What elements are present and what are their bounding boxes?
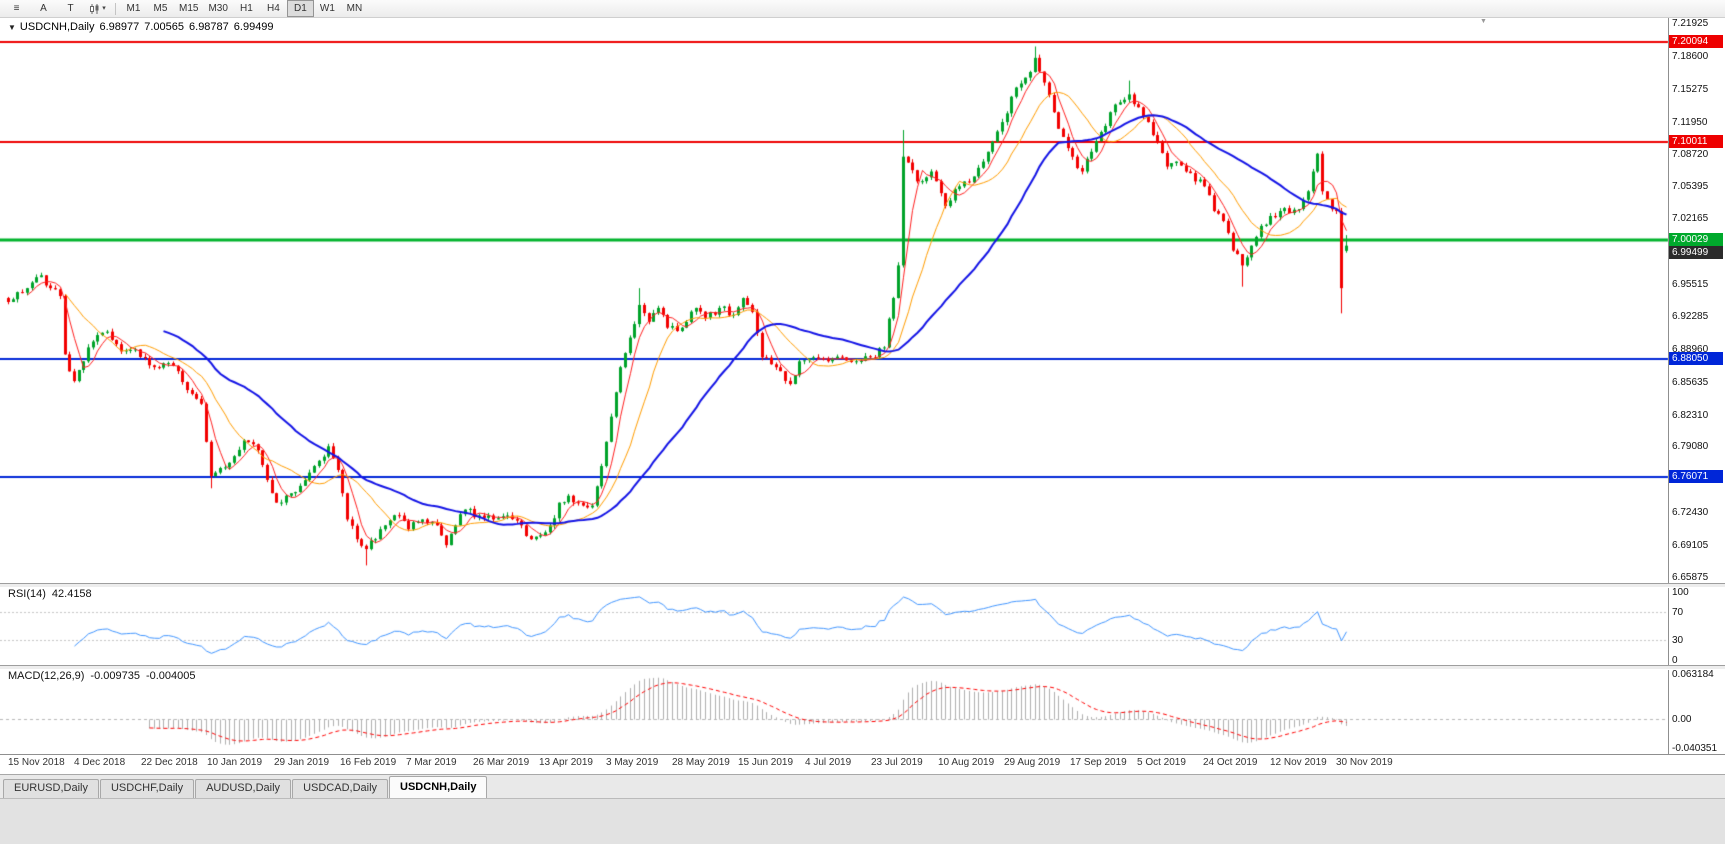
date-label: 30 Nov 2019: [1336, 757, 1393, 768]
date-label: 26 Mar 2019: [473, 757, 530, 768]
timeframe-h1[interactable]: H1: [240, 3, 253, 14]
price-axis-label: 6.88960: [1672, 344, 1709, 355]
date-label: 12 Nov 2019: [1270, 757, 1327, 768]
timeframe-h4[interactable]: H4: [267, 3, 280, 14]
text-tool-button[interactable]: T: [67, 3, 74, 14]
date-label: 24 Oct 2019: [1203, 757, 1258, 768]
timeframe-d1[interactable]: D1: [286, 0, 314, 17]
timeframe-m30[interactable]: M30: [208, 3, 228, 14]
tab-usdchf-daily[interactable]: USDCHF,Daily: [99, 779, 195, 798]
price-axis-label: 7.21925: [1672, 18, 1709, 29]
date-label: 5 Oct 2019: [1137, 757, 1186, 768]
rsi-label: RSI(14) 42.4158: [8, 588, 98, 600]
price-axis-label: 7.08720: [1672, 149, 1709, 160]
rsi-level-label: 0: [1672, 655, 1678, 666]
macd-label: MACD(12,26,9) -0.009735 -0.004005: [8, 670, 202, 682]
macd-panel-separator[interactable]: [0, 665, 1725, 670]
price-axis-label: 6.69105: [1672, 540, 1709, 551]
tab-eurusd-daily[interactable]: EURUSD,Daily: [3, 779, 99, 798]
date-label: 29 Aug 2019: [1004, 757, 1061, 768]
timeframe-m5[interactable]: M5: [153, 3, 168, 14]
date-axis-border: [0, 754, 1725, 755]
price-axis-label: 7.18600: [1672, 51, 1709, 62]
macd-name: MACD(12,26,9): [8, 670, 85, 682]
timeframe-w1[interactable]: W1: [319, 3, 335, 14]
date-label: 15 Jun 2019: [738, 757, 794, 768]
price-axis-label: 6.65875: [1672, 572, 1709, 583]
price-axis-label: 7.05395: [1672, 181, 1709, 192]
price-axis-label: 6.72430: [1672, 507, 1709, 518]
price-tag: 6.76071: [1669, 470, 1723, 483]
tab-usdcad-daily[interactable]: USDCAD,Daily: [292, 779, 389, 798]
rsi-level-label: 70: [1672, 607, 1684, 618]
price-tag: 6.88050: [1669, 352, 1723, 365]
chart-shift-marker-icon[interactable]: ▼: [1480, 18, 1487, 25]
date-label: 28 May 2019: [672, 757, 730, 768]
date-label: 3 May 2019: [606, 757, 659, 768]
ohlc-low: 6.98787: [189, 21, 229, 33]
date-label: 15 Nov 2018: [8, 757, 65, 768]
toolbar: ≡ A T ▾ M1 M5 M15 M30 H1 H4 D1 W1 MN: [0, 0, 1725, 18]
price-tag: 7.10011: [1669, 135, 1723, 148]
menu-button[interactable]: ≡: [13, 3, 20, 14]
tab-audusd-daily[interactable]: AUDUSD,Daily: [195, 779, 292, 798]
date-label: 10 Jan 2019: [207, 757, 263, 768]
date-label: 29 Jan 2019: [274, 757, 330, 768]
price-tag: 7.20094: [1669, 35, 1723, 48]
macd-axis-label: 0.063184: [1672, 669, 1714, 680]
symbol-name: USDCNH,Daily: [19, 21, 95, 33]
symbol-dropdown-icon[interactable]: ▼: [8, 23, 16, 32]
rsi-level-label: 100: [1672, 587, 1689, 598]
ohlc-close: 6.99499: [233, 21, 274, 33]
price-axis-label: 6.82310: [1672, 410, 1709, 421]
chart-type-button[interactable]: ▾: [84, 0, 111, 17]
date-label: 4 Jul 2019: [805, 757, 852, 768]
price-axis-label: 7.11950: [1672, 117, 1708, 128]
price-axis-label: 7.15275: [1672, 84, 1709, 95]
price-axis-label: 6.95515: [1672, 279, 1709, 290]
date-label: 22 Dec 2018: [141, 757, 198, 768]
ohlc-open: 6.98977: [99, 21, 140, 33]
macd-signal-value: -0.004005: [145, 670, 196, 682]
date-label: 4 Dec 2018: [74, 757, 126, 768]
rsi-panel-separator[interactable]: [0, 583, 1725, 588]
price-tag: 6.99499: [1669, 246, 1723, 259]
ohlc-high: 7.00565: [144, 21, 185, 33]
date-label: 10 Aug 2019: [938, 757, 995, 768]
arrow-tool-button[interactable]: A: [40, 3, 47, 14]
price-axis-label: 6.92285: [1672, 311, 1709, 322]
macd-axis-label: -0.040351: [1672, 743, 1718, 754]
macd-axis-label: 0.00: [1672, 714, 1692, 725]
window-filler: [0, 798, 1725, 844]
rsi-name: RSI(14): [8, 588, 46, 600]
price-axis-label: 6.79080: [1672, 441, 1709, 452]
macd-value: -0.009735: [90, 670, 140, 682]
chart-tab-bar: EURUSD,Daily USDCHF,Daily AUDUSD,Daily USDC…: [0, 774, 1725, 798]
date-label: 17 Sep 2019: [1070, 757, 1127, 768]
timeframe-group: M1 M5 M15 M30 H1 H4 D1 W1 MN: [120, 0, 368, 17]
timeframe-mn[interactable]: MN: [346, 3, 363, 14]
timeframe-m15[interactable]: M15: [179, 3, 199, 14]
price-tag: 7.00029: [1669, 233, 1723, 246]
date-label: 23 Jul 2019: [871, 757, 923, 768]
price-axis-border: [1668, 17, 1669, 754]
caret-down-icon: ▾: [102, 5, 106, 12]
timeframe-m1[interactable]: M1: [126, 3, 141, 14]
price-axis-label: 7.02165: [1672, 213, 1709, 224]
toolbar-divider: [115, 2, 116, 15]
tab-usdcnh-daily[interactable]: USDCNH,Daily: [389, 776, 488, 798]
price-axis-label: 6.85635: [1672, 377, 1709, 388]
date-label: 16 Feb 2019: [340, 757, 397, 768]
rsi-value: 42.4158: [51, 588, 92, 600]
date-label: 13 Apr 2019: [539, 757, 593, 768]
date-label: 7 Mar 2019: [406, 757, 457, 768]
candlestick-icon: [90, 3, 99, 14]
rsi-level-label: 30: [1672, 635, 1684, 646]
symbol-info: ▼ USDCNH,Daily 6.98977 7.00565 6.98787 6.9949…: [8, 21, 279, 33]
